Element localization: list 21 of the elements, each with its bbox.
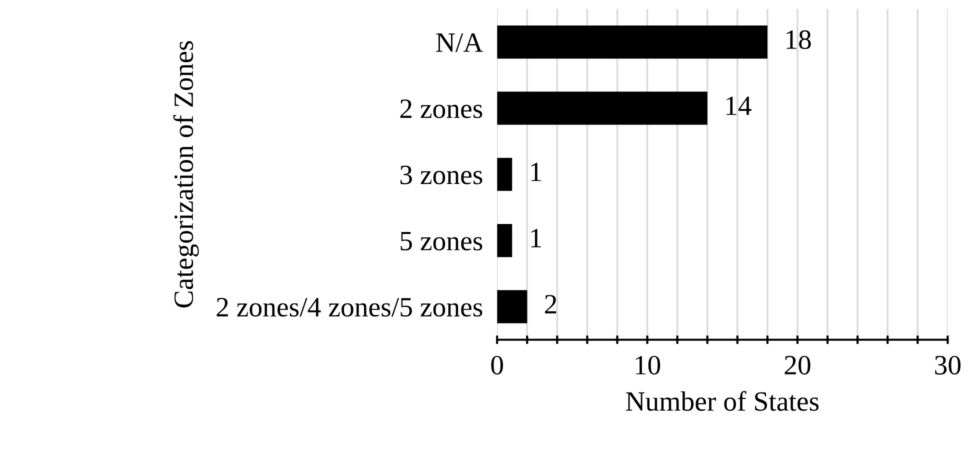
y-tick-label: 2 zones/4 zones/5 zones bbox=[216, 298, 482, 317]
x-tick-label: 20 bbox=[784, 356, 810, 375]
data-label: 1 bbox=[531, 228, 542, 248]
y-tick-label: 5 zones bbox=[400, 232, 482, 250]
data-label: 18 bbox=[786, 30, 811, 50]
bar bbox=[497, 92, 708, 125]
y-tick-label: N/A bbox=[436, 33, 484, 52]
y-tick-label: 3 zones bbox=[400, 166, 482, 184]
x-tick-label: 30 bbox=[935, 356, 961, 375]
data-label: 1 bbox=[531, 162, 542, 182]
x-tick-label: 0 bbox=[491, 356, 503, 375]
data-label: 14 bbox=[726, 96, 752, 115]
x-axis-title: Number of States bbox=[626, 391, 819, 411]
y-axis-title: Categorization of Zones bbox=[173, 41, 199, 308]
data-label: 2 bbox=[545, 294, 556, 314]
bar bbox=[497, 158, 512, 191]
y-tick-label: 2 zones bbox=[400, 99, 482, 118]
bar bbox=[497, 224, 512, 258]
bar bbox=[497, 26, 768, 59]
x-tick-label: 10 bbox=[636, 356, 660, 375]
bar bbox=[497, 290, 528, 324]
